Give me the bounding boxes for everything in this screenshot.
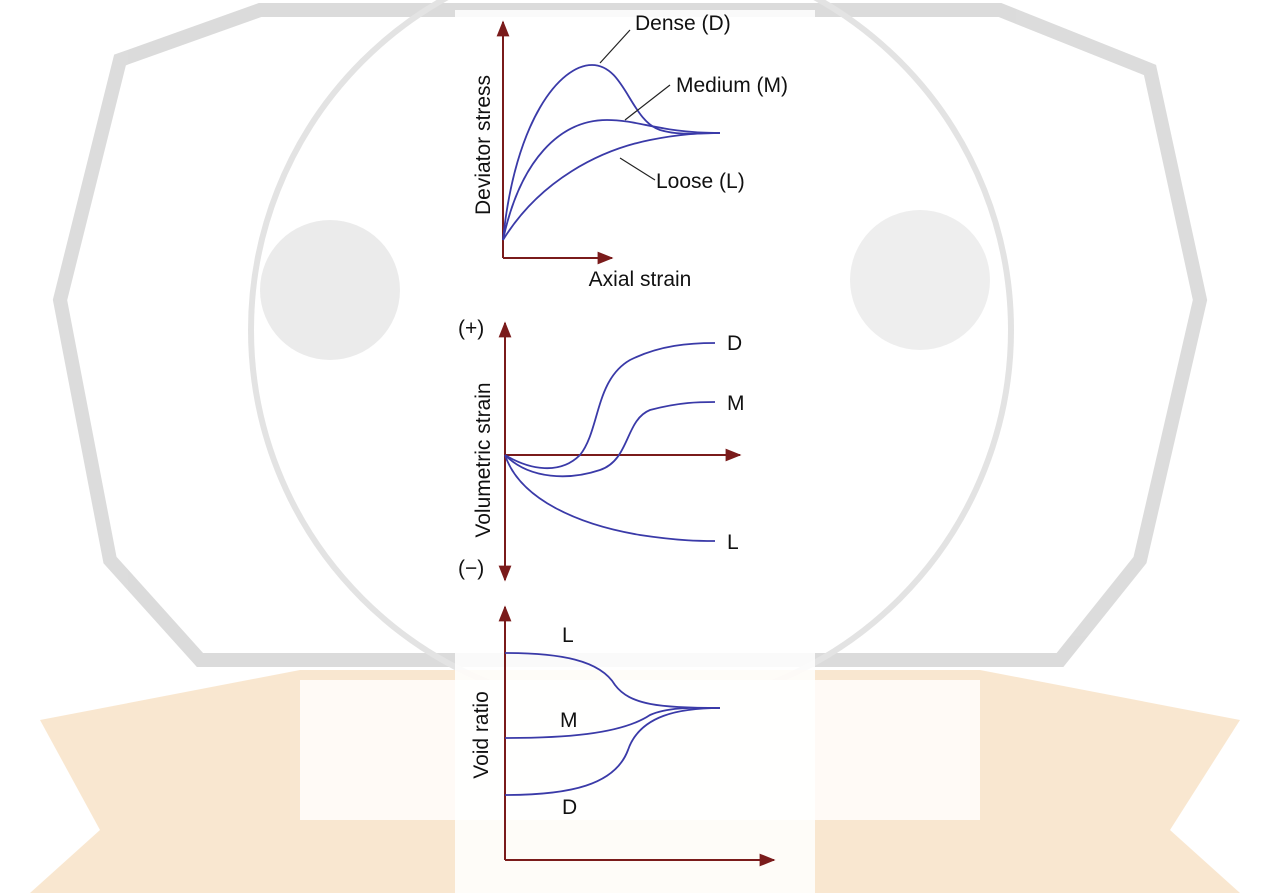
y-axis-label: Deviator stress (472, 75, 495, 215)
curve-label: D (727, 332, 742, 355)
negative-label: (−) (458, 557, 484, 580)
curve-l (504, 454, 716, 542)
curve-m (504, 401, 716, 478)
leader (619, 157, 656, 181)
y-axis-label: Void ratio (470, 691, 493, 779)
curve-label: Loose (L) (656, 170, 745, 193)
curve-label: Dense (D) (635, 12, 731, 35)
plot-backdrop (455, 10, 815, 893)
panel-volumetric: D M L (+) (−) Volumetric strain (458, 317, 745, 582)
curve-label: Medium (M) (676, 74, 788, 97)
curve-label: M (560, 709, 578, 732)
leader (599, 29, 631, 64)
curve-m (504, 706, 721, 739)
x-axis-label: Axial strain (589, 268, 692, 291)
panel-void: L M D Void ratio (470, 605, 776, 867)
curve-label: M (727, 392, 745, 415)
curve-label: L (727, 531, 739, 554)
curve-d (504, 707, 721, 796)
curve-loose (502, 132, 721, 241)
curve-l (504, 652, 721, 709)
positive-label: (+) (458, 317, 484, 340)
curve-label: D (562, 796, 577, 819)
curve-d (504, 342, 716, 470)
curve-dense (502, 64, 721, 241)
leader (624, 84, 671, 121)
curve-label: L (562, 624, 574, 647)
curve-medium (502, 119, 721, 241)
y-axis-label: Volumetric strain (472, 382, 495, 537)
panel-deviator: Dense (D) Medium (M) Loose (L) Deviator … (472, 12, 788, 291)
